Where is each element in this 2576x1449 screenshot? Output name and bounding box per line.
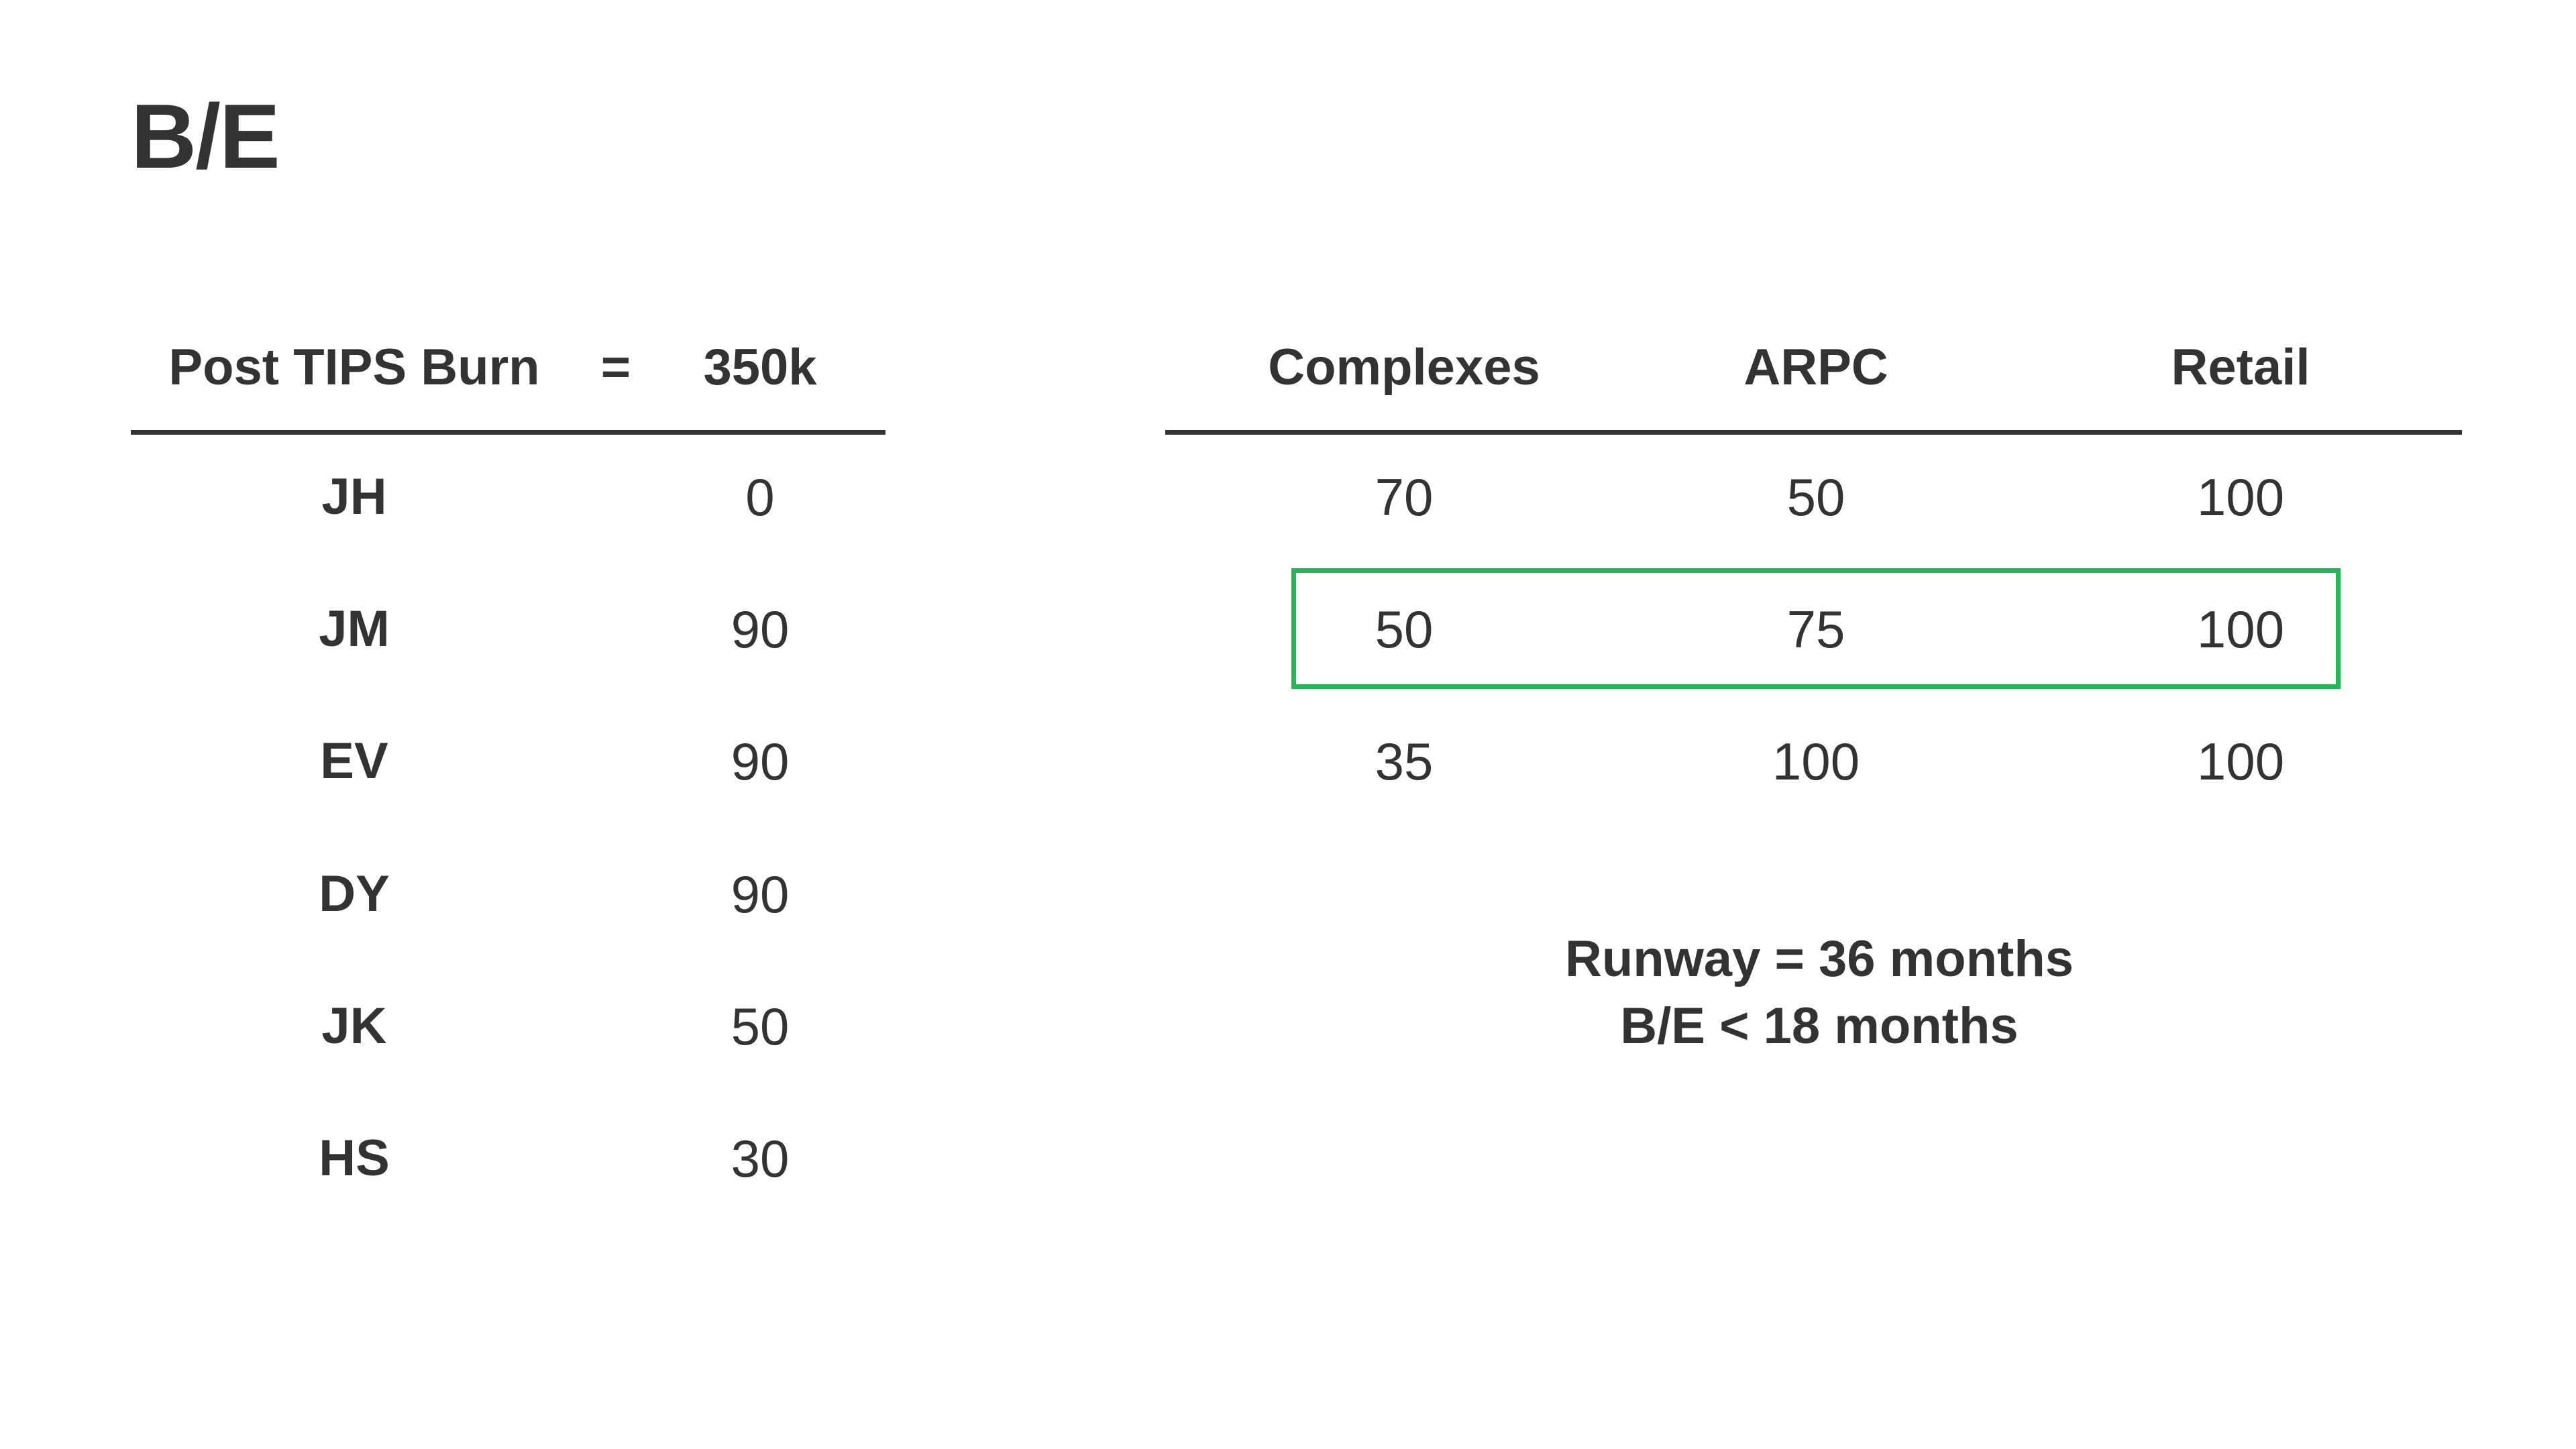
table-cell: 50 bbox=[1375, 600, 1434, 659]
table-cell: 100 bbox=[2196, 732, 2285, 791]
runway-note: Runway = 36 months B/E < 18 months bbox=[1565, 926, 2074, 1060]
burn-header-operator: = bbox=[600, 339, 631, 396]
breakeven-line: B/E < 18 months bbox=[1620, 998, 2019, 1055]
burn-header-value: 350k bbox=[703, 339, 817, 396]
burn-row-label: JM bbox=[319, 600, 390, 657]
burn-row-label: HS bbox=[319, 1130, 390, 1187]
burn-row-label: JK bbox=[321, 998, 387, 1055]
burn-row-value: 90 bbox=[731, 600, 790, 659]
burn-row-value: 90 bbox=[731, 732, 790, 791]
burn-row-value: 0 bbox=[745, 468, 775, 527]
table-cell: 50 bbox=[1786, 468, 1845, 527]
burn-header-rule bbox=[131, 430, 885, 435]
runway-line: Runway = 36 months bbox=[1564, 930, 2074, 987]
table-cell: 100 bbox=[2196, 600, 2285, 659]
table-cell: 70 bbox=[1375, 468, 1434, 527]
burn-header-label: Post TIPS Burn bbox=[168, 339, 540, 396]
table-cell: 35 bbox=[1375, 732, 1434, 791]
table-cell: 100 bbox=[2196, 468, 2285, 527]
table-cell: 100 bbox=[1772, 732, 1860, 791]
column-header-arpc: ARPC bbox=[1743, 339, 1888, 396]
slide-title: B/E bbox=[131, 85, 280, 187]
table-cell: 75 bbox=[1786, 600, 1845, 659]
burn-row-label: DY bbox=[319, 865, 390, 922]
burn-row-label: EV bbox=[320, 733, 388, 790]
scenario-header-rule bbox=[1165, 430, 2462, 435]
burn-row-value: 90 bbox=[731, 865, 790, 924]
column-header-retail: Retail bbox=[2171, 339, 2310, 396]
burn-row-label: JH bbox=[321, 468, 387, 525]
column-header-complexes: Complexes bbox=[1268, 339, 1540, 396]
burn-row-value: 50 bbox=[731, 997, 790, 1056]
burn-row-value: 30 bbox=[731, 1129, 790, 1188]
highlighted-row-box bbox=[1291, 568, 2341, 689]
